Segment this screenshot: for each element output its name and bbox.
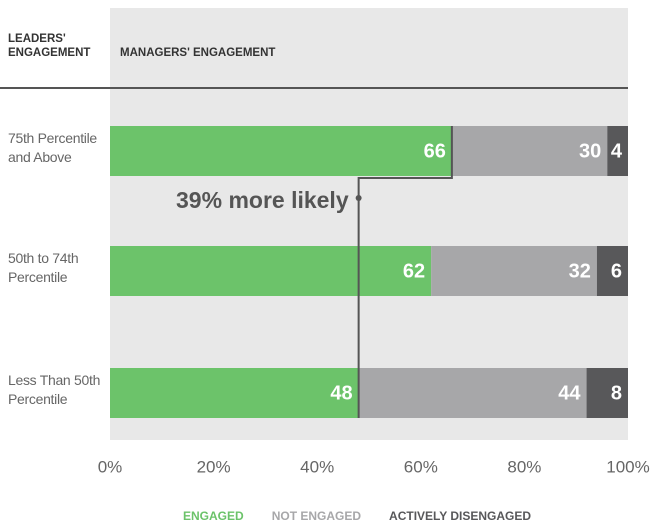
bar-segment xyxy=(110,246,432,296)
value-label: 48 xyxy=(330,382,352,404)
value-label: 32 xyxy=(569,260,591,282)
bar-segment xyxy=(596,246,628,296)
category-label: Less Than 50th Percentile xyxy=(8,372,101,407)
value-label: 62 xyxy=(403,260,425,282)
x-tick-label: 80% xyxy=(507,457,541,476)
value-label: 8 xyxy=(611,382,622,404)
bar-segment xyxy=(431,246,597,296)
bar-segment xyxy=(358,368,587,418)
category-label: 75th Percentile and Above xyxy=(8,130,97,165)
x-tick-label: 0% xyxy=(98,457,123,476)
bar-segment xyxy=(110,368,359,418)
x-tick-label: 20% xyxy=(197,457,231,476)
legend-entry: NOT ENGAGED xyxy=(272,509,362,523)
bar-segment xyxy=(110,126,452,176)
legend-entry: ACTIVELY DISENGAGED xyxy=(389,509,531,523)
legend-entry: ENGAGED xyxy=(183,509,244,523)
x-tick-label: 40% xyxy=(300,457,334,476)
value-label: 6 xyxy=(611,260,622,282)
value-label: 66 xyxy=(424,140,446,162)
connector xyxy=(357,126,453,418)
bar-segment xyxy=(586,368,628,418)
category-label: 50th to 74th Percentile xyxy=(8,250,79,285)
annotation: 39% more likely xyxy=(176,187,349,213)
x-tick-label: 100% xyxy=(606,457,649,476)
row-header: LEADERS' ENGAGEMENT xyxy=(8,33,91,59)
bar-segment xyxy=(607,126,628,176)
column-header: MANAGERS' ENGAGEMENT xyxy=(120,47,276,59)
bar-segment xyxy=(451,126,608,176)
x-tick-label: 60% xyxy=(404,457,438,476)
value-label: 30 xyxy=(579,140,601,162)
connector-dot xyxy=(355,195,362,201)
value-label: 4 xyxy=(611,140,623,162)
value-label: 44 xyxy=(558,382,581,404)
